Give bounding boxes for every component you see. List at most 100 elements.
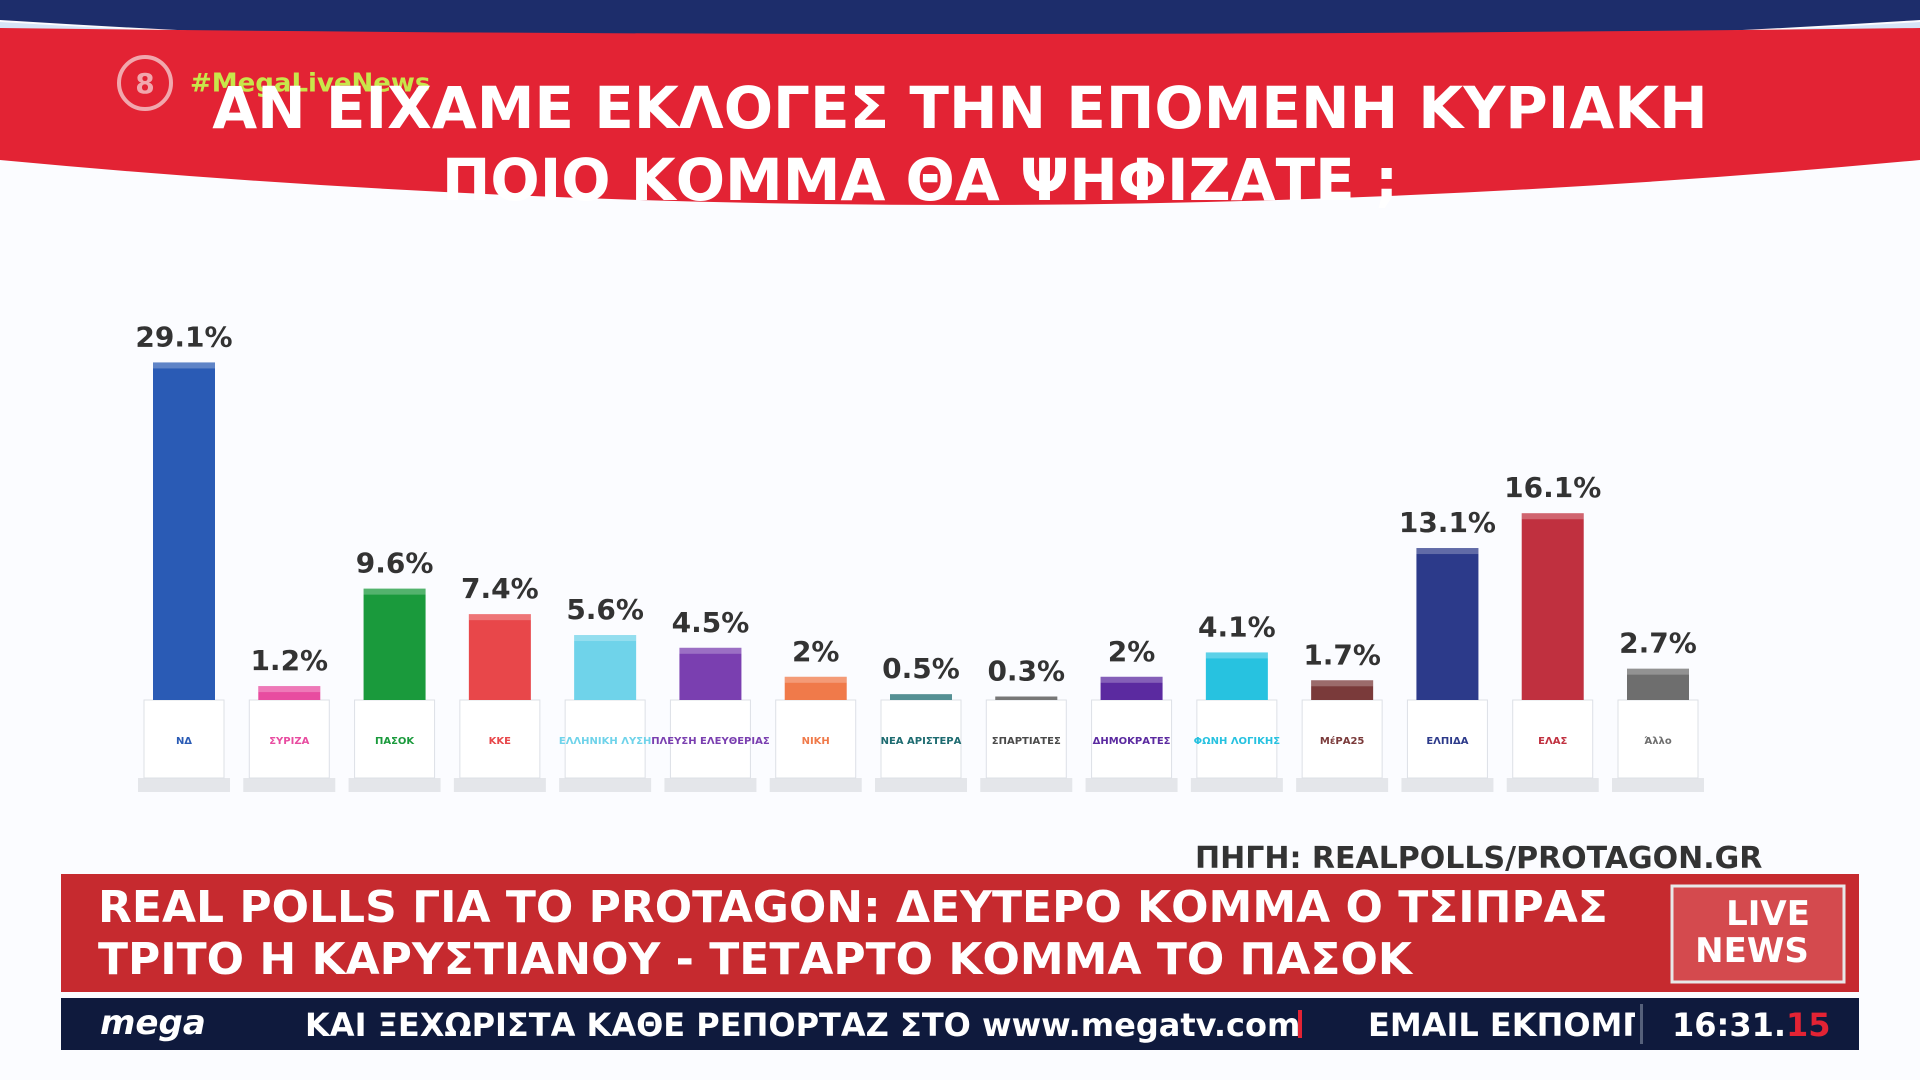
value-label: 4.5%: [672, 606, 750, 639]
value-label: 1.2%: [250, 644, 328, 677]
logo-platform: [348, 778, 441, 792]
party-name: ΣΠΑΡΤΙΑΤΕΣ: [992, 736, 1061, 747]
party-name: ΚΚΕ: [489, 736, 511, 747]
channel-number: 8: [135, 67, 154, 100]
logo-box: [248, 699, 330, 779]
badge-text: LIVE: [1726, 894, 1810, 934]
value-label: 29.1%: [135, 320, 232, 353]
logo-platform: [1401, 778, 1494, 792]
bar-cap: [890, 694, 952, 700]
logo-platform: [1612, 778, 1704, 792]
logo-box: [564, 699, 646, 779]
bar: [258, 686, 321, 700]
badge-text: NEWS: [1695, 931, 1809, 971]
logo-box: [775, 699, 857, 779]
bar-cap: [153, 362, 215, 369]
bar: [1521, 513, 1584, 700]
value-label: 5.6%: [566, 593, 644, 626]
bar: [1416, 548, 1479, 700]
ticker-text: ΚΑΙ ΞΕΧΩΡΙΣΤΑ ΚΑΘΕ ΡΕΠΟΡΤΑΖ ΣΤΟ www.mega…: [305, 1006, 1300, 1044]
chart-title: ΑΝ ΕΙΧΑΜΕ ΕΚΛΟΓΕΣ ΤΗΝ ΕΠΟΜΕΝΗ ΚΥΡΙΑΚΗ: [212, 74, 1707, 142]
bar: [1627, 668, 1689, 700]
bar-cap: [995, 696, 1058, 700]
bar: [995, 696, 1058, 700]
bar: [1100, 676, 1163, 700]
bar-cap: [363, 588, 426, 595]
logo-box: [1091, 699, 1173, 779]
logo-platform: [1506, 778, 1599, 792]
bar-cap: [574, 635, 637, 642]
value-label: 0.5%: [882, 652, 960, 685]
ticker-email: EMAIL ΕΚΠΟΜΠ: [1368, 1006, 1649, 1044]
logo-box: [880, 699, 962, 779]
value-label: 2%: [792, 635, 840, 668]
bar-cap: [1416, 548, 1479, 555]
mega-logo: mega: [100, 1003, 206, 1043]
party-name: ΜέΡΑ25: [1320, 735, 1365, 747]
logo-platform: [1085, 778, 1178, 792]
logo-platform: [980, 778, 1073, 792]
logo-box: [1512, 699, 1594, 779]
party-name: ΕΛΠΙΔΑ: [1426, 736, 1468, 747]
party-name: ΝΙΚΗ: [802, 736, 830, 747]
logo-box: [1301, 699, 1383, 779]
logo-platform: [138, 778, 230, 792]
bar: [679, 647, 742, 700]
bar-cap: [1521, 513, 1584, 520]
party-name: ΠΛΕΥΣΗ ΕΛΕΥΘΕΡΙΑΣ: [651, 736, 770, 747]
bar-cap: [258, 686, 321, 693]
bar-cap: [468, 614, 531, 621]
logo-platform: [243, 778, 336, 792]
value-label: 0.3%: [987, 655, 1065, 688]
clock-seconds: 15: [1786, 1006, 1831, 1044]
value-label: 9.6%: [356, 547, 434, 580]
chart-subtitle: ΠΟΙΟ ΚΟΜΜΑ ΘΑ ΨΗΦΙΖΑΤΕ ;: [442, 146, 1398, 214]
ticker-separator: [1298, 1010, 1302, 1038]
bar: [153, 362, 215, 700]
chart: ΝΔ 29.1% ΣΥΡΙΖΑ 1.2% ΠΑΣΟΚ 9.6% ΚΚΕ 7.4% ΕΛΛΗΝΙΚ…: [135, 320, 1704, 792]
party-name: ΕΛΑΣ: [1538, 736, 1567, 747]
logo-box: [1406, 699, 1488, 779]
party-name: ΝΔ: [176, 736, 192, 747]
party-name: ΝΕΑ ΑΡΙΣΤΕΡΑ: [881, 736, 962, 747]
bar: [363, 588, 426, 700]
bar: [468, 614, 531, 700]
hashtag: #MegaLiveNews: [190, 69, 430, 99]
logo-box: [459, 699, 541, 779]
headline-line: REAL POLLS ΓΙΑ ΤΟ PROTAGON: ΔΕΥΤΕΡΟ ΚΟΜΜ…: [98, 882, 1608, 933]
value-label: 16.1%: [1504, 471, 1601, 504]
value-label: 13.1%: [1399, 506, 1496, 539]
logo-platform: [664, 778, 757, 792]
value-label: 2.7%: [1619, 627, 1697, 660]
bar: [1205, 652, 1268, 700]
value-label: 7.4%: [461, 572, 539, 605]
logo-platform: [1296, 778, 1389, 792]
bar-cap: [679, 647, 742, 654]
logo-platform: [559, 778, 652, 792]
clock: 16:31.15: [1672, 1006, 1831, 1044]
party-name: ΦΩΝΗ ΛΟΓΙΚΗΣ: [1194, 736, 1281, 747]
party-name: ΔΗΜΟΚΡΑΤΕΣ: [1093, 736, 1171, 747]
value-label: 4.1%: [1198, 610, 1276, 643]
bar: [784, 676, 847, 700]
logo-box: [985, 699, 1067, 779]
bar-cap: [784, 676, 847, 683]
logo-platform: [769, 778, 862, 792]
clock-time: 16:31.: [1672, 1006, 1786, 1044]
party-name: ΠΑΣΟΚ: [375, 736, 415, 747]
lower-third: [61, 874, 1859, 992]
bar-cap: [1205, 652, 1268, 659]
ticker-divider: [1640, 1004, 1643, 1044]
channel-logo: [117, 55, 173, 111]
ticker: [61, 998, 1859, 1050]
bar: [574, 635, 637, 700]
logo-platform: [1190, 778, 1283, 792]
bar-cap: [1311, 680, 1374, 687]
logo-box: [143, 699, 225, 779]
bar-cap: [1100, 676, 1163, 683]
value-label: 1.7%: [1303, 638, 1381, 671]
logo-box: [1617, 699, 1699, 779]
value-label: 2%: [1108, 635, 1156, 668]
